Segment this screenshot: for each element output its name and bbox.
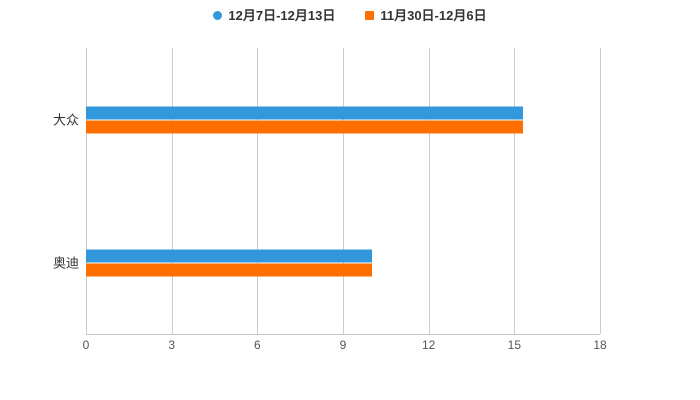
gridline — [86, 48, 87, 334]
gridline — [257, 48, 259, 334]
legend: 12月7日-12月13日 11月30日-12月6日 — [0, 6, 700, 24]
bar-group-1 — [86, 249, 600, 276]
x-axis-tick-label: 18 — [593, 338, 607, 352]
x-axis-tick-label: 9 — [339, 338, 347, 352]
square-marker-icon — [365, 10, 375, 20]
x-axis-tick-label: 6 — [253, 338, 261, 352]
gridline — [171, 48, 173, 334]
circle-marker-icon — [213, 10, 223, 20]
x-axis-tick-label: 3 — [168, 338, 175, 352]
x-axis-tick-label: 15 — [507, 338, 522, 352]
legend-item-series-1[interactable]: 11月30日-12月6日 — [365, 7, 487, 23]
gridline — [600, 48, 601, 334]
category-label-0: 大众 — [52, 112, 79, 128]
x-axis-tick-label: 12 — [421, 338, 436, 352]
plot-area: 0 3 6 9 12 15 18 — [83, 48, 607, 351]
x-axis-tick-label: 0 — [82, 338, 90, 352]
bar-series-0-category-1[interactable] — [86, 249, 372, 262]
bar-group-0 — [86, 106, 600, 133]
y-axis-labels: 大众 奥迪 — [0, 48, 79, 335]
category-label-1: 奥迪 — [52, 255, 79, 271]
gridline — [514, 48, 516, 334]
legend-label: 11月30日-12月6日 — [380, 7, 487, 23]
gridline — [428, 48, 430, 334]
bar-series-1-category-0[interactable] — [86, 120, 523, 133]
bar-series-0-category-0[interactable] — [86, 106, 523, 119]
gridline — [343, 48, 344, 334]
legend-label: 12月7日-12月13日 — [228, 7, 336, 23]
bar-series-1-category-1[interactable] — [86, 263, 372, 276]
legend-item-series-0[interactable]: 12月7日-12月13日 — [213, 9, 335, 22]
